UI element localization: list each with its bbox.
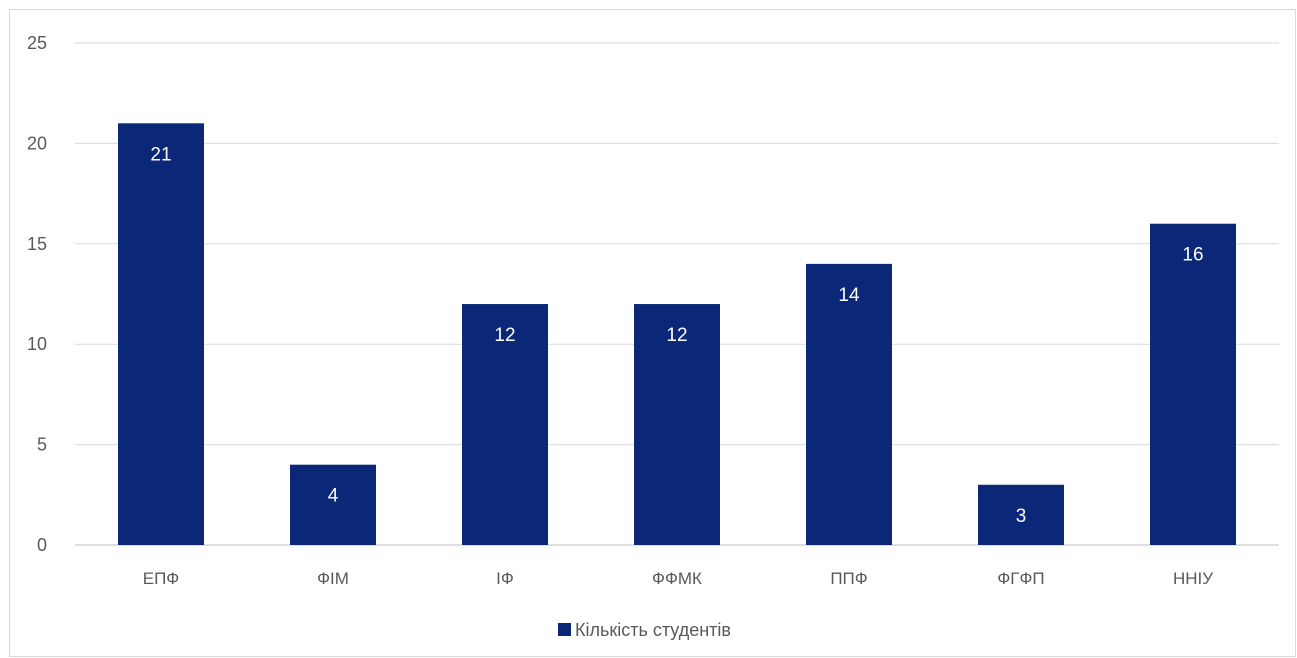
bars: 21 4 12 12 14 3 16 (118, 123, 1236, 545)
y-tick-label: 20 (27, 133, 47, 153)
legend-swatch (558, 623, 571, 636)
bar (462, 304, 548, 545)
x-tick-label: ФГФП (997, 569, 1044, 588)
x-tick-label: ІФ (496, 569, 514, 588)
data-label: 14 (838, 285, 860, 306)
gridlines (75, 42, 1279, 546)
x-tick-label: ФІМ (317, 569, 349, 588)
x-axis: ЕПФ ФІМ ІФ ФФМК ППФ ФГФП ННІУ (143, 569, 1213, 588)
bar (634, 304, 720, 545)
data-label: 16 (1182, 245, 1203, 266)
data-label: 12 (494, 325, 515, 346)
x-tick-label: ЕПФ (143, 569, 179, 588)
bar (978, 484, 1064, 545)
y-tick-label: 10 (27, 334, 47, 354)
x-tick-label: ФФМК (652, 569, 702, 588)
x-tick-label: ННІУ (1173, 569, 1213, 588)
y-tick-label: 25 (27, 33, 47, 53)
bar (1150, 223, 1236, 545)
data-label: 3 (1016, 506, 1027, 527)
data-label: 4 (328, 486, 339, 507)
y-axis: 0 5 10 15 20 25 (27, 33, 47, 555)
y-tick-label: 0 (37, 535, 47, 555)
y-tick-label: 5 (37, 435, 47, 455)
data-label: 12 (666, 325, 687, 346)
bar (290, 464, 376, 545)
y-tick-label: 15 (27, 234, 47, 254)
legend: Кількість студентів (558, 620, 731, 640)
data-label: 21 (150, 144, 171, 165)
x-tick-label: ППФ (830, 569, 867, 588)
bar (118, 123, 204, 545)
legend-label: Кількість студентів (575, 620, 731, 640)
bar (806, 263, 892, 545)
